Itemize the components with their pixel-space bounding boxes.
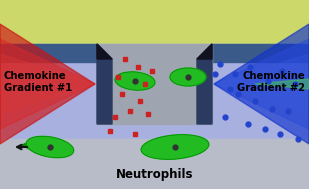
Bar <box>0 139 309 189</box>
Bar <box>0 44 309 139</box>
Bar <box>0 44 97 62</box>
Polygon shape <box>0 54 95 114</box>
Polygon shape <box>197 44 212 124</box>
Bar <box>0 0 309 44</box>
Polygon shape <box>22 139 36 153</box>
Text: Chemokine
Gradient #2: Chemokine Gradient #2 <box>237 71 305 93</box>
Text: Neutrophils: Neutrophils <box>116 168 193 181</box>
Polygon shape <box>0 39 95 129</box>
Polygon shape <box>97 44 112 124</box>
Polygon shape <box>97 44 112 59</box>
Ellipse shape <box>115 72 155 90</box>
Ellipse shape <box>170 68 206 86</box>
Bar <box>97 44 212 124</box>
Bar <box>212 44 309 62</box>
Ellipse shape <box>26 136 74 158</box>
Polygon shape <box>214 54 309 114</box>
Text: Chemokine
Gradient #1: Chemokine Gradient #1 <box>4 71 72 93</box>
Polygon shape <box>214 39 309 129</box>
Polygon shape <box>197 44 212 59</box>
Polygon shape <box>214 24 309 144</box>
Ellipse shape <box>141 135 209 159</box>
Polygon shape <box>0 24 95 144</box>
Polygon shape <box>255 79 309 89</box>
